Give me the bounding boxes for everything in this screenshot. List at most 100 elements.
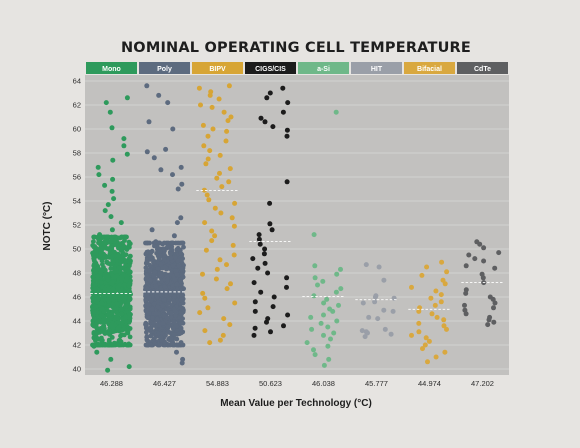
data-point: [143, 322, 148, 327]
data-point: [171, 298, 177, 304]
data-point: [151, 321, 157, 327]
data-point: [390, 308, 396, 314]
data-point: [491, 319, 497, 325]
y-tick-label: 54: [73, 197, 81, 206]
data-point: [200, 271, 205, 277]
data-point: [152, 341, 158, 347]
data-point: [148, 257, 153, 262]
data-point: [284, 127, 290, 133]
data-point: [151, 301, 157, 307]
data-point: [419, 272, 425, 278]
data-point: [97, 342, 103, 348]
data-point: [269, 227, 275, 233]
data-point: [109, 227, 115, 233]
data-point: [143, 297, 149, 303]
data-point: [217, 257, 223, 263]
data-point: [229, 215, 235, 221]
data-point: [162, 329, 167, 334]
data-point: [126, 239, 132, 245]
data-point: [409, 332, 414, 338]
data-point: [97, 232, 103, 238]
data-point: [143, 308, 149, 314]
data-point: [217, 337, 223, 343]
data-point: [216, 96, 222, 102]
data-point: [106, 303, 111, 308]
data-point: [161, 256, 167, 262]
category-header: [298, 62, 349, 74]
data-point: [463, 311, 469, 317]
data-point: [224, 128, 230, 134]
data-point: [251, 280, 257, 286]
data-point: [477, 241, 483, 247]
data-point: [491, 305, 496, 311]
data-point: [99, 280, 104, 285]
data-point: [102, 239, 108, 245]
data-point: [108, 266, 114, 271]
data-point: [102, 182, 108, 188]
data-point: [463, 290, 469, 296]
data-point: [144, 337, 150, 343]
category-header-label: a-Si: [317, 66, 330, 73]
data-point: [262, 260, 268, 266]
data-point: [462, 302, 467, 308]
data-point: [118, 220, 124, 226]
data-point: [280, 109, 286, 115]
data-point: [160, 320, 166, 326]
data-point: [328, 336, 333, 342]
data-point: [333, 289, 339, 295]
data-point: [126, 270, 132, 275]
data-point: [209, 228, 215, 234]
data-point: [171, 332, 177, 337]
data-point: [312, 275, 318, 281]
data-point: [91, 335, 97, 341]
data-point: [267, 221, 273, 227]
data-point: [366, 314, 372, 320]
data-point: [444, 269, 450, 275]
mean-value-label: 46.427: [153, 379, 176, 388]
data-point: [158, 167, 164, 173]
data-point: [179, 360, 185, 366]
data-point: [270, 124, 276, 130]
data-point: [102, 287, 108, 293]
data-point: [181, 244, 186, 250]
data-point: [472, 256, 478, 262]
data-point: [201, 143, 207, 149]
data-point: [127, 314, 133, 320]
data-point: [252, 299, 258, 305]
data-point: [102, 208, 108, 214]
data-point: [251, 332, 257, 338]
data-point: [144, 149, 150, 155]
category-header-label: CIGS/CIS: [255, 66, 286, 73]
y-tick-label: 46: [73, 293, 81, 302]
data-point: [99, 268, 104, 274]
data-point: [164, 307, 170, 312]
y-tick-label: 42: [73, 341, 81, 350]
data-point: [203, 247, 209, 253]
data-point: [169, 336, 175, 341]
category-header: [245, 62, 296, 74]
data-point: [169, 240, 175, 246]
data-point: [178, 288, 184, 294]
data-point: [311, 232, 317, 238]
data-point: [232, 300, 238, 306]
data-point: [270, 304, 276, 310]
data-point: [125, 300, 131, 306]
data-point: [115, 242, 120, 248]
data-point: [147, 240, 153, 246]
data-point: [108, 356, 114, 362]
data-point: [174, 220, 180, 226]
mean-value-label: 50.623: [259, 379, 282, 388]
data-point: [112, 268, 117, 274]
data-point: [258, 289, 264, 295]
data-point: [113, 234, 118, 240]
data-point: [164, 315, 170, 321]
data-point: [121, 136, 127, 142]
data-point: [321, 332, 326, 338]
x-axis-label: Mean Value per Technology (°C): [220, 398, 372, 409]
data-point: [179, 294, 185, 300]
data-point: [205, 156, 211, 162]
data-point: [174, 328, 180, 333]
data-point: [221, 109, 227, 115]
data-point: [110, 157, 116, 163]
data-point: [145, 315, 151, 320]
